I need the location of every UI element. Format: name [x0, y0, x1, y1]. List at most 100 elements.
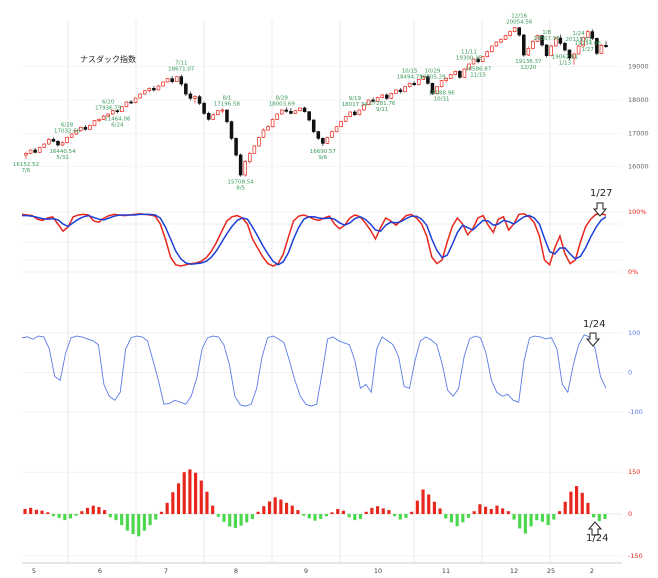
candle-body [188, 93, 193, 99]
histogram-bar [120, 514, 124, 526]
candle-body [522, 34, 526, 56]
price-annotation-text: 9/11 [376, 107, 388, 113]
price-annotation-text: 19234.06 [575, 41, 602, 47]
candle-body [471, 58, 476, 65]
candle-body [435, 86, 439, 94]
candle-body [225, 109, 229, 123]
candle-body [316, 131, 321, 139]
candle-body [321, 137, 325, 144]
candle-body [147, 87, 152, 92]
candle-body [339, 120, 343, 128]
candle-body [56, 140, 60, 146]
histogram-bar [529, 514, 533, 527]
price-annotation-text: 16440.54 [49, 149, 76, 155]
candle-body [24, 152, 28, 156]
histogram-bar [199, 480, 203, 514]
price-annotation-text: 1/8 [542, 30, 551, 36]
hist-tick-label: 0 [628, 510, 632, 518]
x-tick-label: 7 [164, 567, 168, 575]
candle-body [544, 44, 549, 57]
candle-body [563, 42, 567, 51]
candle-body [540, 35, 544, 46]
candle-body [28, 149, 33, 154]
candle-body [343, 116, 348, 122]
histogram-bar [387, 510, 391, 514]
candle-body [106, 113, 110, 117]
candle-body [206, 112, 211, 120]
candle-body [599, 44, 604, 54]
histogram-bar [97, 507, 101, 514]
histogram-bar [273, 497, 277, 514]
candle-body [165, 78, 170, 83]
histogram-bar [142, 514, 146, 531]
price-annotation-text: 6/28 [61, 123, 74, 129]
histogram-bar [250, 514, 255, 520]
candle-body [138, 93, 142, 99]
arrow-down-icon [592, 202, 608, 217]
histogram-bar [125, 514, 129, 531]
histogram-bar [501, 508, 505, 514]
histogram-bar [307, 514, 311, 519]
histogram-bar [182, 472, 186, 514]
price-annotation-text: 19062.91 [552, 55, 578, 61]
price-annotation-text: 17196.58 [214, 101, 241, 107]
arrow-down-icon [585, 332, 601, 347]
histogram-bar [370, 507, 374, 514]
candle-body [467, 63, 471, 70]
price-annotation-text: 11/11 [461, 49, 477, 55]
candle-body [448, 74, 453, 79]
price-annotation-text: 6/24 [111, 122, 124, 128]
candle-body [229, 121, 234, 139]
histogram-bar [603, 514, 607, 520]
candle-body [508, 31, 512, 37]
candle-body [325, 136, 330, 144]
price-annotation-text: 20118.61 [565, 37, 591, 43]
histogram-bar [108, 514, 112, 518]
price-annotation-text: 1/24 [572, 31, 585, 37]
histogram-bar [228, 514, 232, 527]
candle-body [526, 47, 531, 56]
candle-body [88, 124, 92, 130]
price-annotation-text: 15708.54 [228, 180, 255, 186]
hist-tick-label: 150 [628, 468, 640, 476]
candle-body [572, 53, 576, 59]
histogram-bar [296, 510, 300, 514]
candle-body [531, 40, 535, 49]
candle-body [170, 78, 174, 83]
candle-body [353, 111, 357, 116]
histogram-bar [40, 510, 44, 514]
histogram-bar [592, 514, 596, 518]
y-tick-labels: 16000 17000 18000 19000 100% 0% 100 0 -100 150 0 -1… [628, 63, 649, 560]
candle-body [60, 142, 65, 146]
candle-body [380, 94, 384, 98]
histogram-bar [165, 502, 169, 514]
price-annotation-text: 9/6 [318, 155, 327, 161]
price-annotation-text: 18671.07 [168, 67, 195, 73]
price-annotation-text: 8/5 [236, 186, 245, 192]
histogram-bar [68, 514, 73, 519]
histogram-bar [574, 486, 579, 514]
candle-body [394, 89, 398, 94]
histogram-bar [449, 514, 454, 523]
histogram-bar [313, 514, 317, 521]
histogram-bar [523, 514, 527, 534]
histogram-bar [466, 514, 471, 518]
histogram-bar [330, 512, 334, 514]
candle-body [311, 119, 316, 133]
candle-body [576, 45, 581, 55]
price-annotation-text: 7/11 [175, 61, 187, 67]
histogram-bar [74, 514, 78, 516]
histogram-bar [159, 511, 164, 514]
price-annotation-text: 20007.95 [534, 36, 561, 42]
histogram-bar [211, 505, 215, 514]
price-annotations: 16152.527/66/2817032.6616440.545/316/201… [13, 13, 601, 191]
arrow-up-icon [587, 521, 603, 536]
histogram-bar [432, 501, 436, 514]
histogram-bar [205, 491, 209, 514]
histogram-bar [279, 499, 283, 514]
histogram-bar [319, 514, 323, 520]
candle-body [197, 96, 202, 104]
candle-body [69, 133, 74, 138]
candle-body [439, 80, 444, 88]
histogram-bar [415, 500, 419, 514]
